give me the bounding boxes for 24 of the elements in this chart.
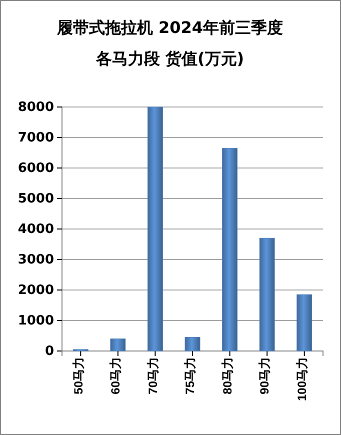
x-tick-label: 50马力 bbox=[71, 357, 86, 394]
bar bbox=[222, 148, 238, 352]
y-tick-label: 0 bbox=[44, 344, 54, 360]
x-tick-label: 60马力 bbox=[108, 357, 123, 394]
x-tick-label: 90马力 bbox=[258, 357, 272, 394]
bar bbox=[110, 338, 126, 352]
bar bbox=[259, 238, 275, 352]
y-tick-label: 1000 bbox=[18, 314, 54, 329]
x-tick-label: 100马力 bbox=[294, 357, 309, 402]
bar bbox=[184, 337, 200, 352]
x-tick-label: 70马力 bbox=[146, 357, 160, 394]
y-tick-label: 3000 bbox=[18, 252, 54, 268]
y-tick-label: 5000 bbox=[18, 192, 54, 207]
chart-title: 履带式拖拉机 2024年前三季度 bbox=[56, 18, 284, 37]
y-tick-label: 8000 bbox=[18, 100, 54, 116]
y-tick-label: 2000 bbox=[18, 283, 54, 298]
y-tick-label: 6000 bbox=[18, 161, 54, 176]
bar bbox=[148, 106, 163, 352]
x-tick-label: 75马力 bbox=[183, 357, 198, 394]
y-tick-label: 4000 bbox=[18, 222, 54, 238]
x-tick-label: 80马力 bbox=[220, 357, 234, 394]
y-tick-label: 7000 bbox=[18, 130, 54, 146]
chart-subtitle: 各马力段 货值(万元) bbox=[94, 49, 244, 68]
bar bbox=[296, 294, 312, 352]
